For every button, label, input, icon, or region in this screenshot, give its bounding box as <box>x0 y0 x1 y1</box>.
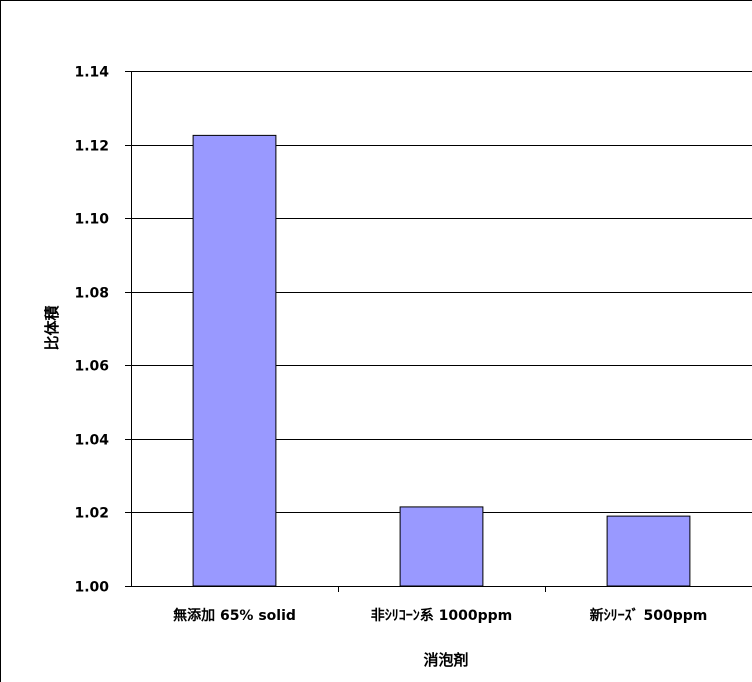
y-tick-label: 1.04 <box>74 433 109 449</box>
y-tick-label: 1.14 <box>74 65 109 81</box>
y-tick-label: 1.08 <box>74 286 109 302</box>
y-tick-label: 1.10 <box>74 212 109 228</box>
x-category-label: 無添加 65% solid <box>173 607 296 624</box>
x-category-label: 非ｼﾘｺｰﾝ系 1000ppm <box>371 607 512 624</box>
x-category-labels: 無添加 65% solid 非ｼﾘｺｰﾝ系 1000ppm 新ｼﾘｰｽﾞ 500pp… <box>173 607 707 624</box>
y-tick-label: 1.02 <box>74 506 109 522</box>
y-tick-label: 1.00 <box>74 580 109 596</box>
bars <box>192 134 691 587</box>
y-tick-labels: 1.00 1.02 1.04 1.06 1.08 1.10 1.12 1.14 <box>74 65 109 596</box>
x-axis-title: 消泡剤 <box>423 651 468 669</box>
x-category-label: 新ｼﾘｰｽﾞ 500ppm <box>590 607 708 624</box>
bar <box>606 515 691 587</box>
axes <box>125 71 752 592</box>
bar <box>399 506 484 587</box>
bar <box>192 134 277 587</box>
y-axis-title: 比体積 <box>43 305 61 351</box>
y-tick-label: 1.12 <box>74 139 109 155</box>
y-tick-label: 1.06 <box>74 359 109 375</box>
